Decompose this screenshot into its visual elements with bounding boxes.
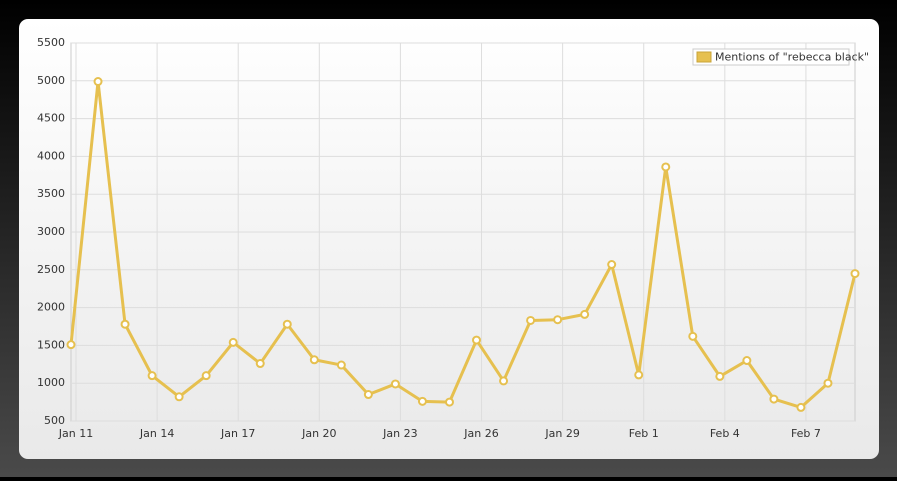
data-point xyxy=(417,396,427,406)
legend-box xyxy=(692,48,850,66)
data-point xyxy=(607,260,617,270)
y-tick-label: 1000 xyxy=(37,376,65,389)
data-point xyxy=(769,394,779,404)
data-point xyxy=(174,392,184,402)
data-point xyxy=(363,390,373,400)
data-point xyxy=(796,402,806,412)
x-tick-label: Jan 14 xyxy=(139,427,174,440)
data-point xyxy=(282,319,292,329)
y-tick-label: 1500 xyxy=(37,338,65,351)
data-point xyxy=(580,309,590,319)
data-point xyxy=(850,269,860,279)
data-point xyxy=(715,371,725,381)
data-point xyxy=(228,337,238,347)
panel xyxy=(19,19,879,459)
x-tick-label: Feb 4 xyxy=(710,427,740,440)
data-point xyxy=(93,77,103,87)
y-tick-label: 2500 xyxy=(37,263,65,276)
data-point xyxy=(499,376,509,386)
legend-swatch xyxy=(696,51,712,63)
legend-label: Mentions of "rebecca black" xyxy=(715,51,869,64)
y-tick-label: 4500 xyxy=(37,112,65,125)
data-point xyxy=(336,360,346,370)
data-point xyxy=(201,371,211,381)
data-point xyxy=(255,359,265,369)
data-point xyxy=(553,315,563,325)
y-tick-label: 5000 xyxy=(37,74,65,87)
data-point xyxy=(634,370,644,380)
data-point xyxy=(661,162,671,172)
series-line xyxy=(69,80,857,409)
data-point xyxy=(309,355,319,365)
data-point xyxy=(444,397,454,407)
x-tick-label: Feb 7 xyxy=(791,427,821,440)
x-tick-label: Jan 17 xyxy=(220,427,255,440)
data-point xyxy=(472,335,482,345)
x-tick-label: Jan 20 xyxy=(301,427,336,440)
x-tick-label: Jan 26 xyxy=(463,427,498,440)
data-point xyxy=(742,356,752,366)
y-tick-label: 2000 xyxy=(37,301,65,314)
y-tick-label: 5500 xyxy=(37,36,65,49)
data-point xyxy=(390,379,400,389)
data-point xyxy=(688,331,698,341)
y-tick-label: 3500 xyxy=(37,187,65,200)
y-tick-label: 3000 xyxy=(37,225,65,238)
data-point xyxy=(823,378,833,388)
x-tick-label: Jan 29 xyxy=(544,427,579,440)
data-point xyxy=(526,315,536,325)
y-tick-label: 500 xyxy=(44,414,65,427)
x-tick-label: Jan 23 xyxy=(382,427,417,440)
data-point xyxy=(66,340,76,350)
x-tick-label: Feb 1 xyxy=(629,427,659,440)
data-point xyxy=(147,371,157,381)
data-point xyxy=(120,319,130,329)
x-tick-label: Jan 11 xyxy=(58,427,93,440)
y-tick-label: 4000 xyxy=(37,149,65,162)
